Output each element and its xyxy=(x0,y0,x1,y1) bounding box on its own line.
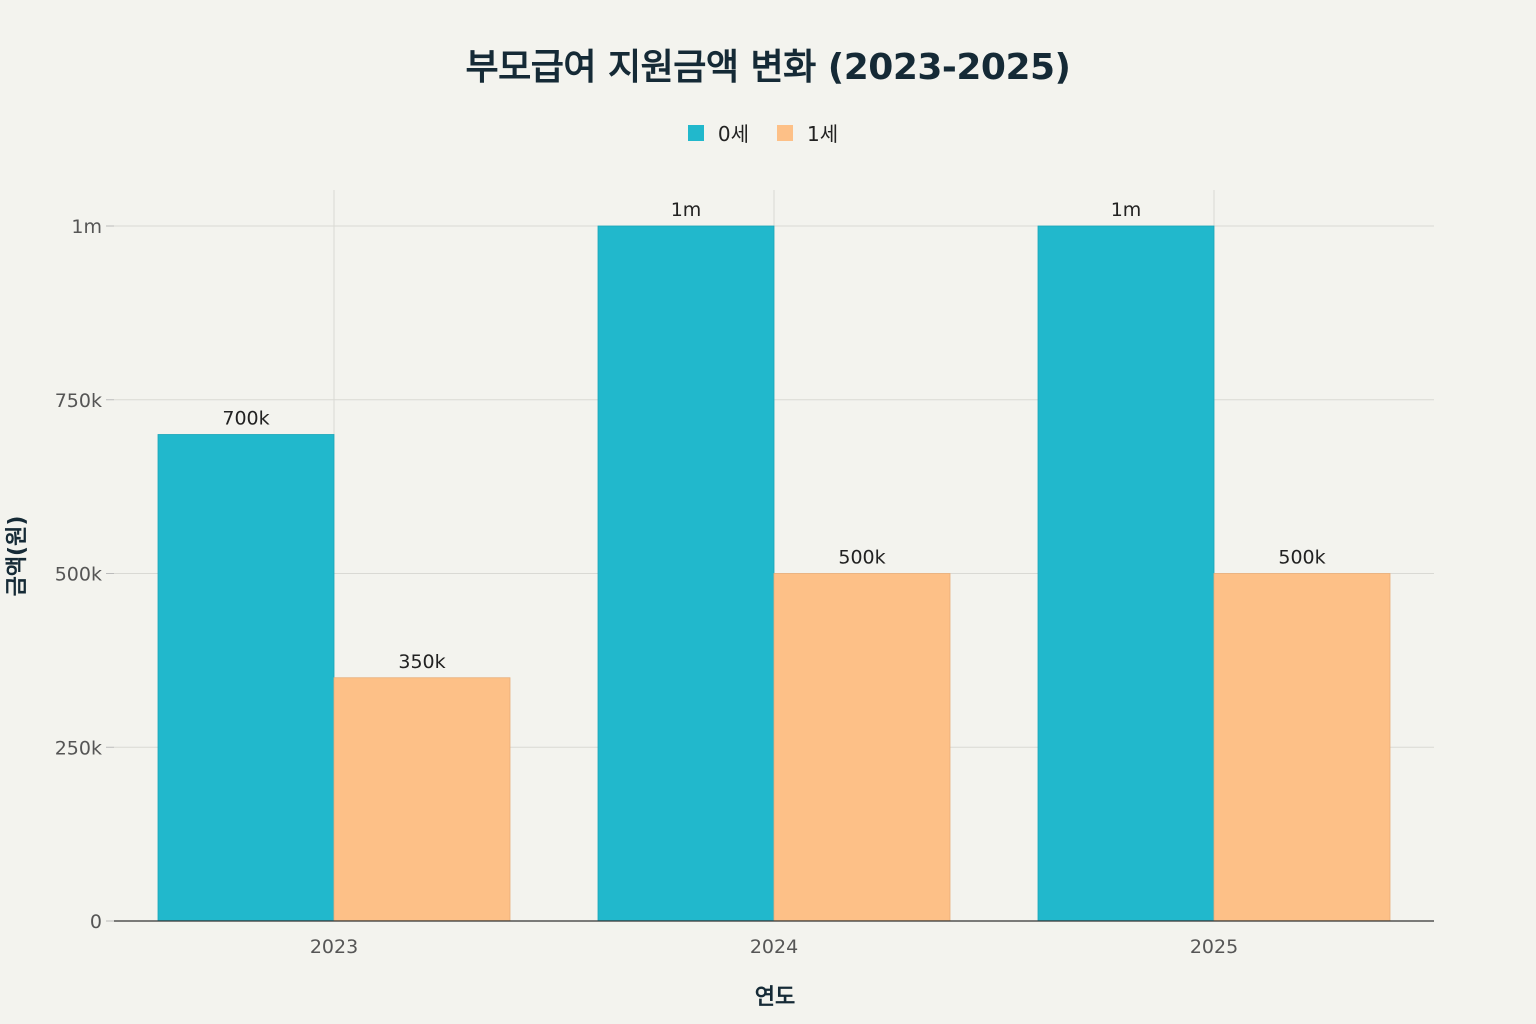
legend: 0세 1세 xyxy=(0,118,1531,147)
data-label-1-1: 500k xyxy=(838,547,885,569)
y-axis-title: 금액(원) xyxy=(5,516,30,597)
y-tick-label-0: 0 xyxy=(90,911,102,933)
chart-title: 부모급여 지원금액 변화 (2023-2025) xyxy=(465,47,1071,88)
bar-0세-2024[interactable] xyxy=(597,225,775,922)
legend-item-0[interactable]: 0세 xyxy=(687,118,749,147)
y-tick-label-4: 1m xyxy=(71,216,102,238)
legend-swatch-1 xyxy=(777,124,793,141)
legend-label-1: 1세 xyxy=(807,122,839,146)
y-tick-label-2: 500k xyxy=(55,564,102,586)
legend-swatch-0 xyxy=(687,124,704,141)
bar-0세-2023[interactable] xyxy=(157,434,335,922)
x-tick-label-2: 2025 xyxy=(1190,936,1238,958)
bar-0세-2025[interactable] xyxy=(1037,225,1215,922)
y-tick-label-1: 250k xyxy=(55,737,102,759)
bar-1세-2025[interactable] xyxy=(1213,573,1391,922)
data-label-0-2: 1m xyxy=(1111,199,1142,221)
x-tick-label-0: 2023 xyxy=(310,936,358,958)
legend-item-1[interactable]: 1세 xyxy=(777,118,838,147)
x-axis-title: 연도 xyxy=(755,985,795,1010)
y-tick-label-3: 750k xyxy=(55,390,102,412)
x-tick-label-1: 2024 xyxy=(750,936,798,958)
data-label-0-0: 700k xyxy=(222,408,269,430)
data-label-1-2: 500k xyxy=(1278,547,1325,569)
bar-1세-2023[interactable] xyxy=(333,677,511,922)
data-label-1-0: 350k xyxy=(398,651,445,673)
bar-1세-2024[interactable] xyxy=(773,573,951,922)
legend-label-0: 0세 xyxy=(717,122,749,146)
data-label-0-1: 1m xyxy=(671,199,702,221)
